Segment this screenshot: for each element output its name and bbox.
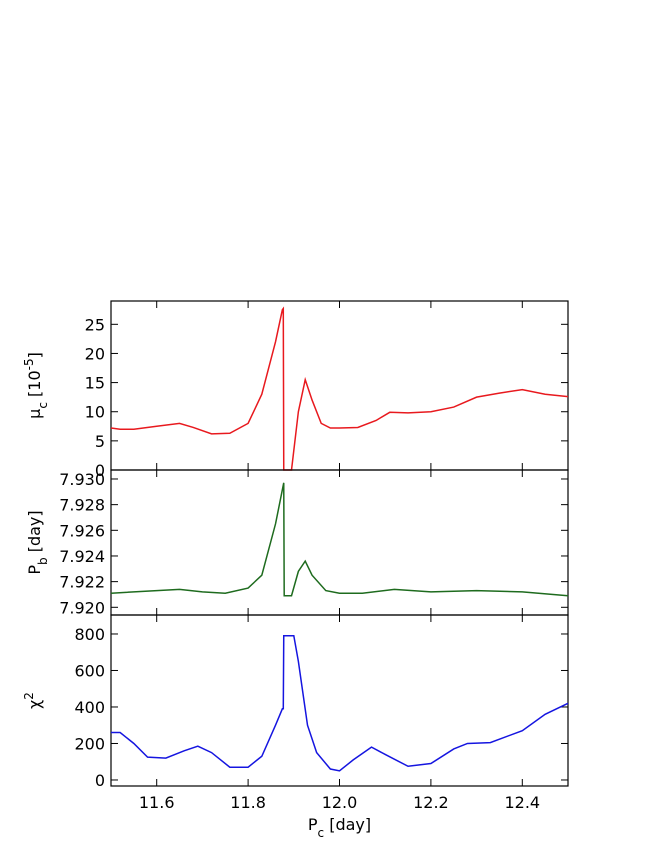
y-axis-label: μc [10-5] (22, 352, 50, 419)
label-part: ] (25, 352, 44, 358)
label-part: c (318, 826, 325, 840)
y-tick-label: 400 (74, 698, 105, 717)
y-tick-label: 7.922 (59, 573, 105, 592)
line-series (110, 482, 569, 597)
label-part: P (308, 815, 318, 834)
label-part: -5 (22, 358, 36, 370)
x-tick-label: 11.6 (139, 793, 175, 812)
y-axis-label: Pb [day] (25, 510, 50, 574)
y-tick-label: 7.928 (59, 496, 105, 515)
y-tick-label: 15 (85, 374, 105, 393)
y-tick-label: 0 (95, 771, 105, 790)
y-tick-label: 10 (85, 403, 105, 422)
y-tick-label: 5 (95, 432, 105, 451)
label-part: b (36, 557, 50, 565)
line-series (111, 635, 569, 772)
label-part: 2 (22, 692, 36, 700)
x-tick-label: 12.0 (322, 793, 358, 812)
y-tick-label: 200 (74, 734, 105, 753)
y-tick-label: 600 (74, 661, 105, 680)
label-part: χ (25, 700, 44, 709)
label-part: [day] (25, 510, 44, 557)
y-tick-label: 7.920 (59, 598, 105, 617)
plot-frame (110, 614, 569, 787)
y-tick-label: 7.930 (59, 470, 105, 489)
label-part: [day] (324, 815, 371, 834)
x-tick-label: 12.2 (413, 793, 449, 812)
y-axis-label: χ2 (22, 692, 44, 709)
label-part: [10 (25, 370, 44, 402)
label-part: P (25, 565, 44, 575)
y-tick-label: 7.926 (59, 521, 105, 540)
label-part: c (36, 402, 50, 409)
label-part: μ (25, 409, 44, 419)
line-series (110, 306, 569, 471)
x-axis-label: Pc [day] (308, 815, 371, 840)
y-tick-label: 0 (95, 461, 105, 480)
x-tick-label: 11.8 (230, 793, 266, 812)
x-tick-label: 12.4 (504, 793, 540, 812)
y-tick-label: 800 (74, 625, 105, 644)
plot-frame (110, 300, 569, 471)
y-tick-label: 25 (85, 315, 105, 334)
y-tick-label: 7.924 (59, 547, 105, 566)
y-tick-label: 20 (85, 344, 105, 363)
